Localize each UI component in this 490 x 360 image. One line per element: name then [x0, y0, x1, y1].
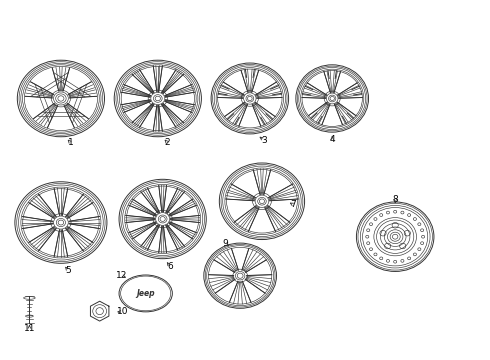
Text: 12: 12: [116, 271, 127, 280]
Text: 4: 4: [329, 135, 335, 144]
Text: 9: 9: [223, 239, 228, 248]
Text: 2: 2: [165, 138, 171, 147]
Text: 11: 11: [24, 324, 35, 333]
Text: 7: 7: [291, 200, 296, 209]
Text: 6: 6: [167, 262, 173, 271]
Text: 1: 1: [68, 138, 74, 147]
Text: Jeep: Jeep: [136, 289, 155, 298]
Text: 10: 10: [117, 307, 129, 316]
Text: 8: 8: [392, 195, 398, 204]
Text: 5: 5: [65, 266, 71, 275]
Text: 3: 3: [262, 136, 267, 145]
